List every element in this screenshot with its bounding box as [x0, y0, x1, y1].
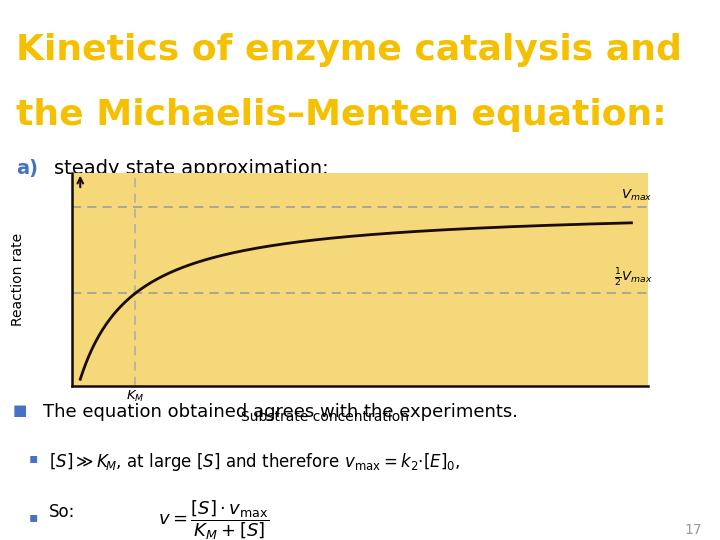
Text: $[S] \gg K_{\!M}$, at large $[S]$ and therefore $v_{\mathrm{max}} = k_2{\cdot}[E: $[S] \gg K_{\!M}$, at large $[S]$ and th… [49, 451, 461, 473]
Text: steady state approximation:: steady state approximation: [54, 159, 328, 178]
Text: a): a) [16, 159, 38, 178]
Text: $\mathregular{\frac{1}{2}}V_{max}$: $\mathregular{\frac{1}{2}}V_{max}$ [613, 267, 652, 289]
Text: Substrate concentration: Substrate concentration [241, 410, 410, 424]
Text: $K_M$: $K_M$ [126, 389, 145, 404]
Text: the Michaelis–Menten equation:: the Michaelis–Menten equation: [16, 98, 667, 132]
Text: Kinetics of enzyme catalysis and: Kinetics of enzyme catalysis and [16, 33, 682, 68]
Text: ■: ■ [13, 403, 27, 418]
Text: ▪: ▪ [29, 510, 38, 524]
Text: So:: So: [49, 503, 76, 521]
Text: $V_{max}$: $V_{max}$ [621, 188, 652, 203]
Text: Reaction rate: Reaction rate [11, 233, 25, 326]
Text: ▪: ▪ [29, 451, 38, 465]
Text: The equation obtained agrees with the experiments.: The equation obtained agrees with the ex… [43, 403, 518, 421]
Text: $v = \dfrac{[S] \cdot v_{\mathrm{max}}}{K_M + [S]}$: $v = \dfrac{[S] \cdot v_{\mathrm{max}}}{… [158, 498, 270, 540]
Text: 17: 17 [685, 523, 702, 537]
